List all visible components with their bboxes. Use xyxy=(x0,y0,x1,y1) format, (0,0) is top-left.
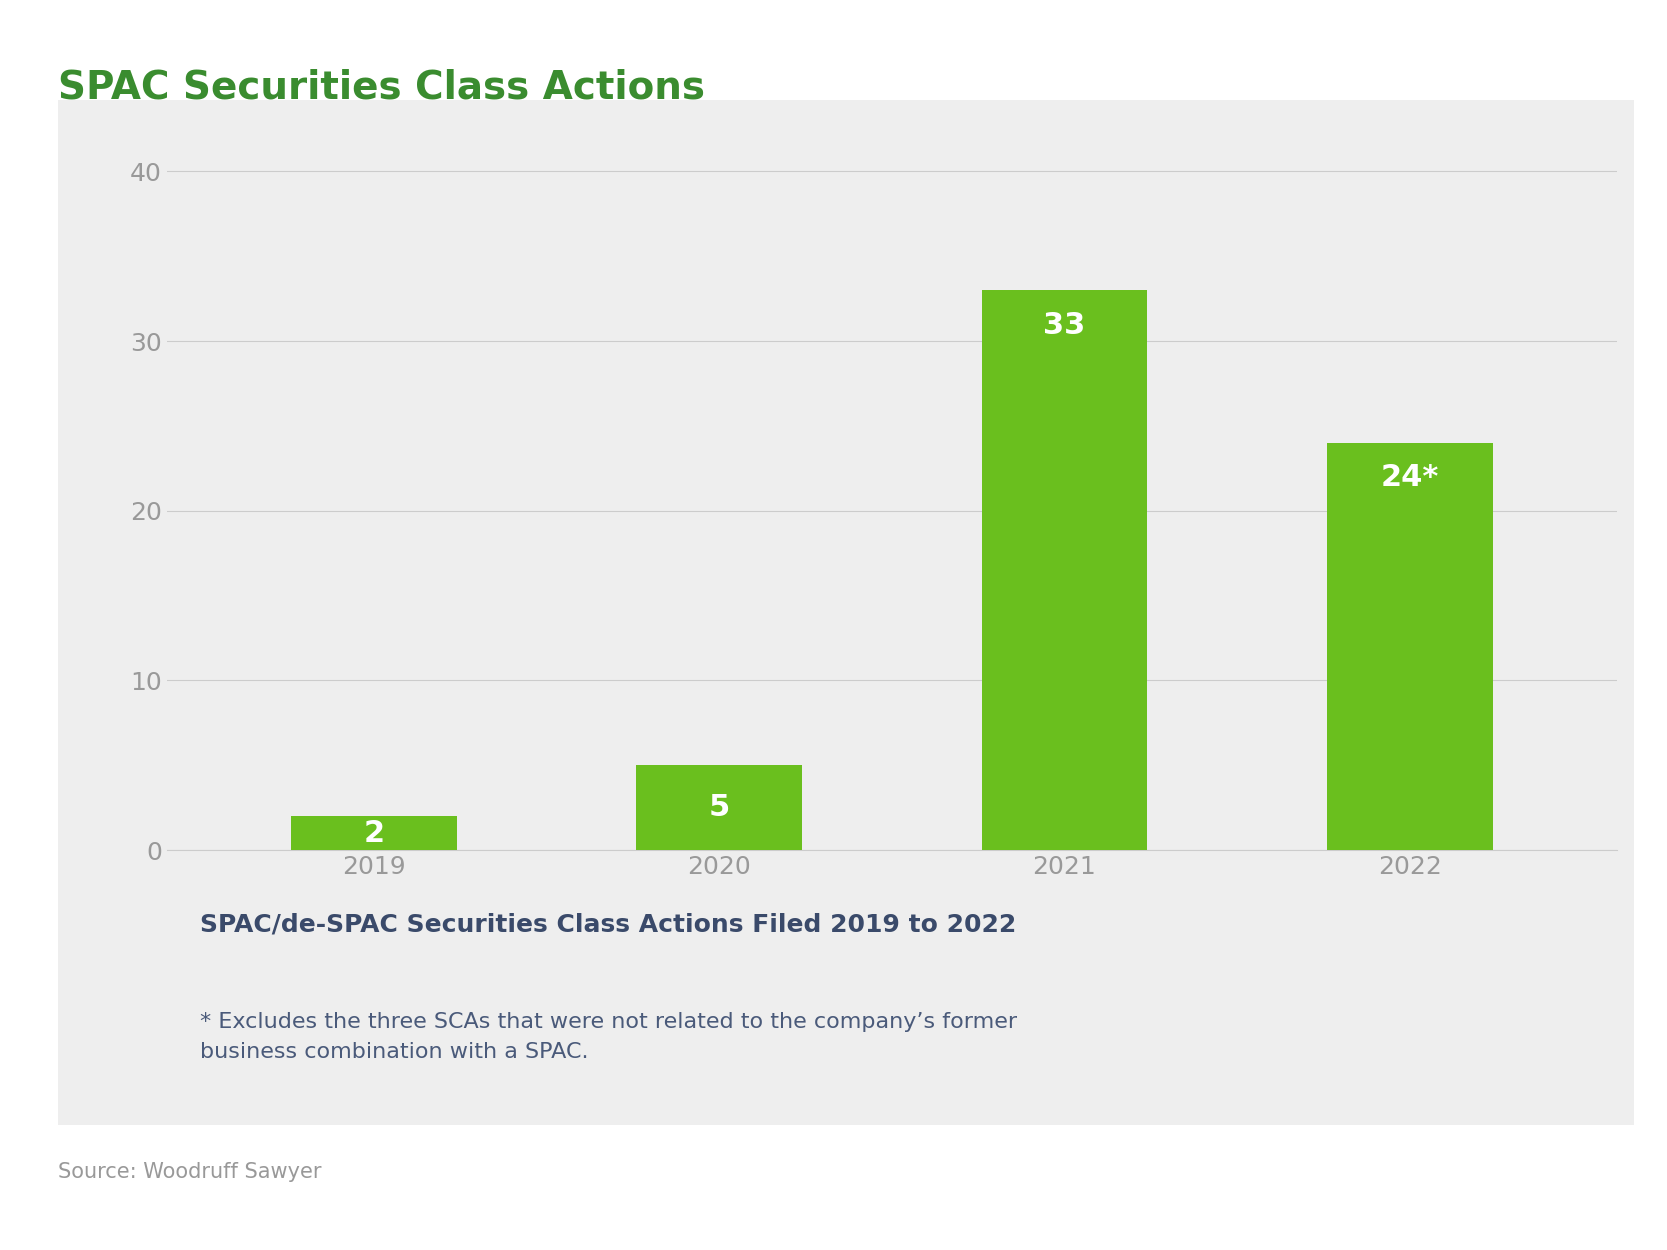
Text: SPAC Securities Class Actions: SPAC Securities Class Actions xyxy=(58,69,705,106)
Text: 5: 5 xyxy=(708,792,730,822)
Bar xyxy=(982,290,1147,850)
Text: 2: 2 xyxy=(363,819,385,848)
Bar xyxy=(292,816,457,850)
Text: 33: 33 xyxy=(1044,310,1085,340)
Text: SPAC/de-SPAC Securities Class Actions Filed 2019 to 2022: SPAC/de-SPAC Securities Class Actions Fi… xyxy=(200,912,1017,936)
Text: * Excludes the three SCAs that were not related to the company’s former
business: * Excludes the three SCAs that were not … xyxy=(200,1013,1017,1062)
Text: Source: Woodruff Sawyer: Source: Woodruff Sawyer xyxy=(58,1162,322,1182)
Bar xyxy=(1327,442,1492,850)
Text: 24*: 24* xyxy=(1380,464,1439,492)
Bar xyxy=(637,765,802,850)
